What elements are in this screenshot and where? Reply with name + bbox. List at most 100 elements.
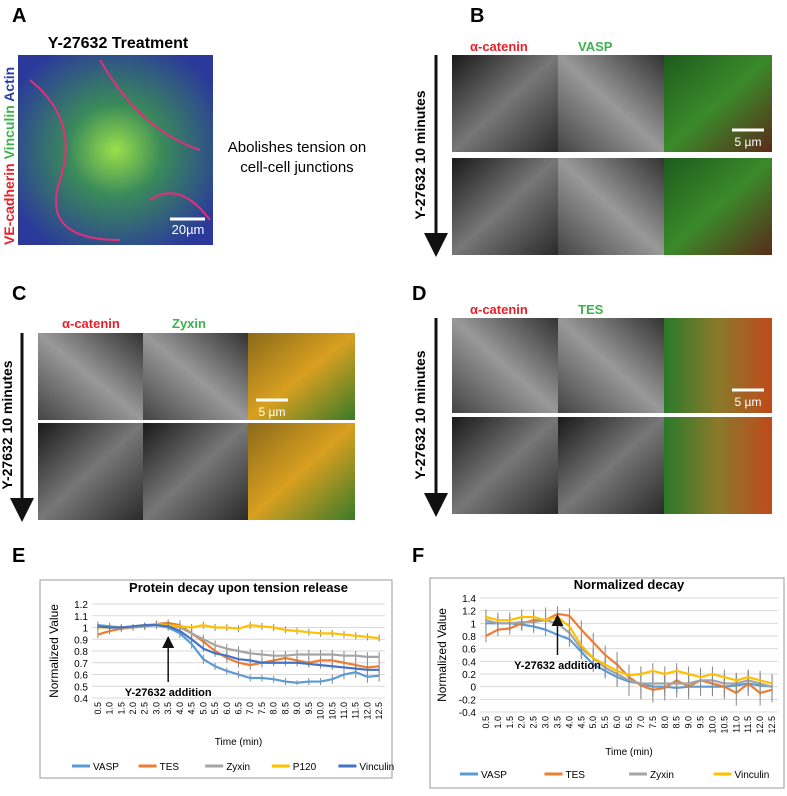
x-tick-label: 9.0 xyxy=(684,716,694,729)
x-tick-label: 11.0 xyxy=(731,716,741,733)
x-tick-label: 7.5 xyxy=(648,716,658,729)
x-tick-label: 9.5 xyxy=(696,716,706,729)
channel-label: α-catenin xyxy=(470,39,528,54)
note: cell-cell junctions xyxy=(240,159,353,176)
legend-label: TES xyxy=(160,762,180,773)
x-tick-label: 2.5 xyxy=(140,702,150,715)
channel-label: VASP xyxy=(578,39,613,54)
legend-label: Vinculin xyxy=(359,762,394,773)
micrograph xyxy=(248,423,355,520)
y-tick-label: 1.1 xyxy=(74,612,88,623)
x-tick-label: 7.0 xyxy=(636,716,646,729)
scale-label: 5 µm xyxy=(735,135,762,149)
arrow-label: Y-27632 10 minutes xyxy=(0,360,15,489)
y-axis-label: Normalized Value xyxy=(47,604,61,698)
annotation: Y-27632 addition xyxy=(125,687,212,699)
micrograph-grid xyxy=(452,318,772,514)
y-tick-label: 0.8 xyxy=(462,632,476,643)
x-tick-label: 8.5 xyxy=(280,702,290,715)
x-tick-label: 6.5 xyxy=(234,702,244,715)
x-tick-label: 10.0 xyxy=(316,702,326,720)
chart-title: Protein decay upon tension release xyxy=(129,580,348,595)
micrograph xyxy=(452,55,558,152)
micrograph xyxy=(38,423,143,520)
legend-label: VASP xyxy=(481,770,507,781)
panel-label: C xyxy=(12,283,26,305)
channel-label: α-catenin xyxy=(62,316,120,331)
micrograph xyxy=(558,158,664,255)
legend-label: TES xyxy=(566,770,586,781)
micrograph xyxy=(38,333,143,420)
x-tick-label: 7.0 xyxy=(245,702,255,715)
x-tick-label: 1.0 xyxy=(105,702,115,715)
x-tick-label: 5.0 xyxy=(198,702,208,715)
x-tick-label: 1.0 xyxy=(493,716,503,729)
x-tick-label: 4.0 xyxy=(564,716,574,729)
panel-label: A xyxy=(12,5,26,27)
x-tick-label: 3.0 xyxy=(151,702,161,715)
micrograph xyxy=(452,417,558,514)
series-line xyxy=(485,615,773,685)
x-tick-label: 6.0 xyxy=(612,716,622,729)
x-tick-label: 12.0 xyxy=(362,702,372,720)
x-tick-label: 11.5 xyxy=(351,702,361,719)
legend-label: Zyxin xyxy=(650,770,674,781)
micrograph xyxy=(558,55,664,152)
arrow-label: Y-27632 10 minutes xyxy=(412,90,428,219)
x-tick-label: 12.5 xyxy=(374,702,384,720)
y-tick-label: 0.9 xyxy=(74,635,88,646)
scale-label: 5 µm xyxy=(735,395,762,409)
x-tick-label: 0.5 xyxy=(481,716,491,729)
chart-title: Normalized decay xyxy=(574,577,685,592)
x-tick-label: 11.0 xyxy=(339,702,349,719)
y-tick-label: 0.4 xyxy=(74,694,88,705)
x-tick-label: 10.5 xyxy=(719,716,729,734)
micrograph xyxy=(664,318,772,413)
x-tick-label: 0.5 xyxy=(93,702,103,715)
x-axis-label: Time (min) xyxy=(605,747,652,758)
x-tick-label: 9.0 xyxy=(292,702,302,715)
y-tick-label: 0.6 xyxy=(74,671,88,682)
x-tick-label: 12.5 xyxy=(767,716,777,734)
micrograph xyxy=(143,423,248,520)
y-tick-label: 0.5 xyxy=(74,682,88,693)
stain-green: Vinculin xyxy=(1,105,17,159)
scale-label: 5 µm xyxy=(259,405,286,419)
panel-label: E xyxy=(12,545,25,567)
chart-frame xyxy=(429,577,785,789)
x-tick-label: 8.0 xyxy=(660,716,670,729)
x-tick-label: 5.5 xyxy=(210,702,220,715)
micrograph xyxy=(664,55,772,152)
x-tick-label: 10.0 xyxy=(707,716,717,734)
x-tick-label: 5.5 xyxy=(600,716,610,729)
y-tick-label: 1.4 xyxy=(462,594,476,605)
x-tick-label: 3.5 xyxy=(163,702,173,715)
panel-title: Y-27632 Treatment xyxy=(48,35,189,52)
x-tick-label: 2.0 xyxy=(517,716,527,729)
legend-label: P120 xyxy=(293,762,317,773)
scale-label: 20µm xyxy=(172,222,205,237)
y-tick-label: -0.4 xyxy=(459,708,477,719)
stain-red: VE-cadherin xyxy=(1,163,17,245)
channel-label: TES xyxy=(578,302,604,317)
y-tick-label: 1.2 xyxy=(462,607,476,618)
x-tick-label: 12.0 xyxy=(755,716,765,734)
channel-label: Zyxin xyxy=(172,316,206,331)
micrograph xyxy=(664,158,772,255)
x-tick-label: 6.0 xyxy=(222,702,232,715)
x-tick-label: 8.0 xyxy=(269,702,279,715)
x-tick-label: 2.0 xyxy=(128,702,138,715)
panel-label: D xyxy=(412,283,426,305)
micrograph-grid xyxy=(38,333,355,520)
legend-label: Zyxin xyxy=(226,762,250,773)
y-tick-label: 0 xyxy=(470,683,476,694)
micrograph xyxy=(558,417,664,514)
micrograph xyxy=(664,417,772,514)
x-tick-label: 6.5 xyxy=(624,716,634,729)
micrograph xyxy=(452,318,558,413)
stain-labels: VE-cadherin Vinculin Actin xyxy=(1,67,17,245)
y-tick-label: -0.2 xyxy=(459,695,477,706)
legend-label: Vinculin xyxy=(735,770,770,781)
micrograph xyxy=(452,158,558,255)
